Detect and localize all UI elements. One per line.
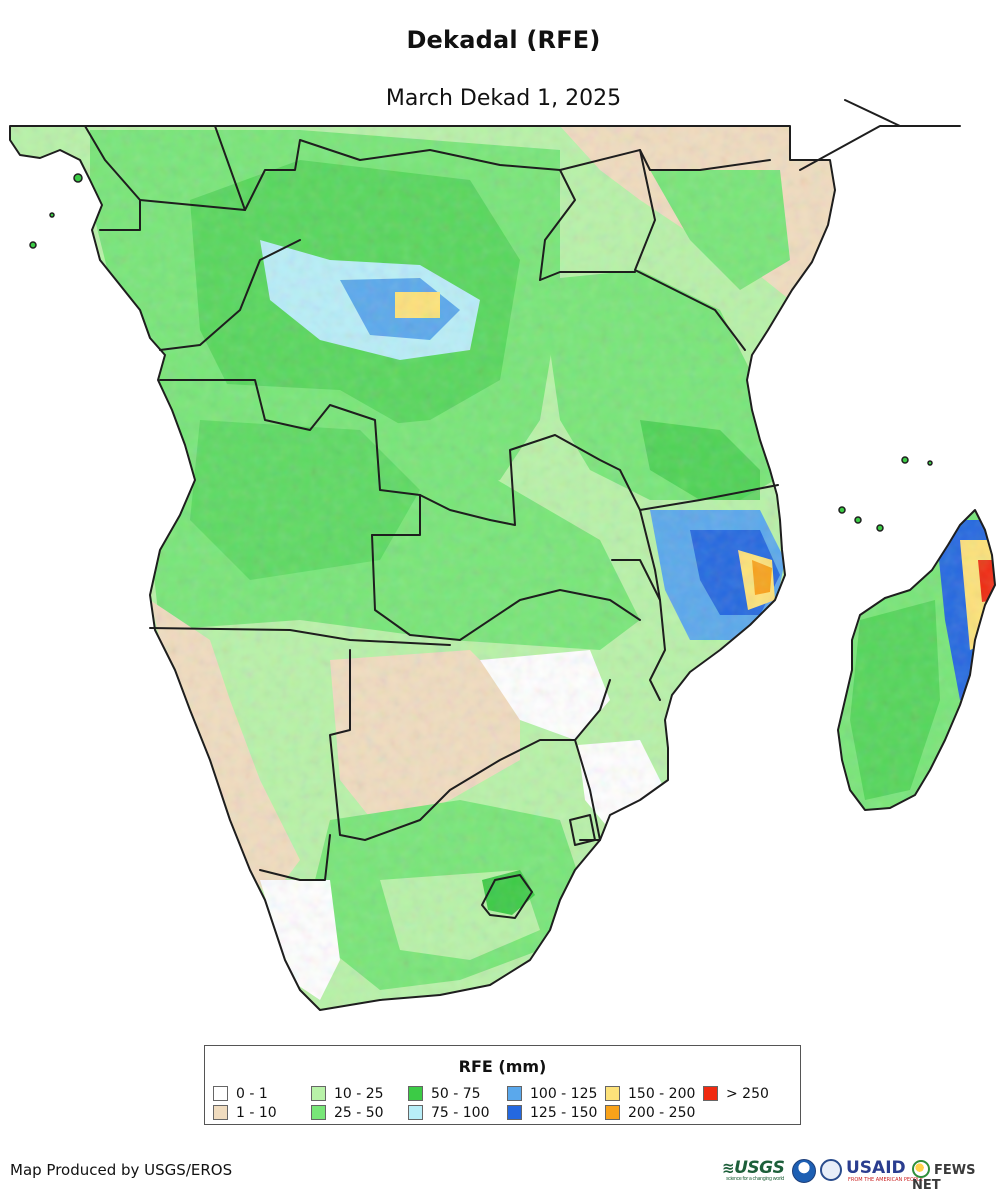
usgs-logo: ≋USGS science for a changing world (722, 1158, 785, 1182)
legend-swatch (408, 1105, 423, 1120)
legend: RFE (mm) 0 - 1 1 - 10 10 - 25 25 - 50 50… (204, 1045, 801, 1125)
legend-title: RFE (mm) (458, 1057, 547, 1076)
partner-logos: ≋USGS science for a changing world USAID… (722, 1158, 1002, 1193)
legend-swatch (605, 1105, 620, 1120)
legend-item-125-150: 125 - 150 (507, 1105, 597, 1121)
doc-seal-icon (820, 1159, 842, 1181)
legend-item-1-10: 1 - 10 (213, 1105, 277, 1121)
legend-item-25-50: 25 - 50 (311, 1105, 384, 1121)
legend-item-75-100: 75 - 100 (408, 1105, 490, 1121)
legend-swatch (311, 1086, 326, 1101)
legend-swatch (213, 1086, 228, 1101)
fewsnet-logo: FEWS NET (912, 1160, 1002, 1193)
globe-icon (912, 1160, 930, 1178)
legend-item-gt-250: > 250 (703, 1086, 769, 1102)
map-subtitle: March Dekad 1, 2025 (385, 86, 622, 111)
legend-swatch (213, 1105, 228, 1120)
legend-item-10-25: 10 - 25 (311, 1086, 384, 1102)
legend-swatch (507, 1105, 522, 1120)
legend-swatch (408, 1086, 423, 1101)
legend-item-50-75: 50 - 75 (408, 1086, 481, 1102)
noaa-logo-icon (792, 1159, 816, 1183)
legend-swatch (703, 1086, 718, 1101)
legend-swatch (507, 1086, 522, 1101)
map-title: Dekadal (RFE) (406, 26, 601, 54)
map-credit: Map Produced by USGS/EROS (10, 1161, 233, 1179)
legend-item-100-125: 100 - 125 (507, 1086, 597, 1102)
rainfall-map (9, 99, 996, 1011)
legend-swatch (605, 1086, 620, 1101)
legend-item-150-200: 150 - 200 (605, 1086, 695, 1102)
legend-item-200-250: 200 - 250 (605, 1105, 695, 1121)
legend-item-0-1: 0 - 1 (213, 1086, 268, 1102)
legend-swatch (311, 1105, 326, 1120)
usaid-logo: USAID FROM THE AMERICAN PEOPLE (846, 1158, 923, 1183)
